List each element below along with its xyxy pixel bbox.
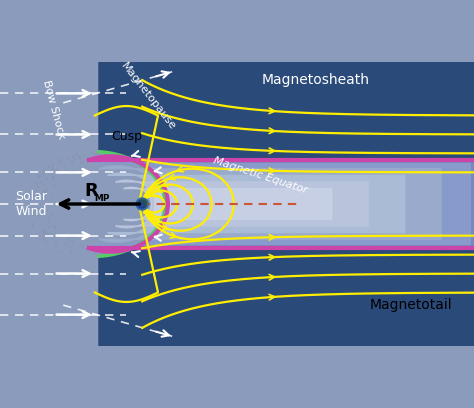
Polygon shape [108,173,405,235]
Polygon shape [89,156,474,252]
Polygon shape [124,187,332,221]
Text: $\mathbf{_{MP}}$: $\mathbf{_{MP}}$ [94,191,111,204]
Polygon shape [0,46,165,362]
Text: Magnetic Equator: Magnetic Equator [212,155,309,195]
Polygon shape [99,46,474,362]
Text: Bow Shock: Bow Shock [41,79,66,140]
Polygon shape [93,160,470,248]
Text: Magnetopause: Magnetopause [119,61,178,132]
Circle shape [137,198,148,210]
Text: Magnetosheath: Magnetosheath [262,73,370,87]
Text: Magnetotail: Magnetotail [370,298,452,312]
Text: Solar
Wind: Solar Wind [16,190,47,218]
Circle shape [138,202,144,208]
Circle shape [140,200,147,206]
Text: $\mathbf{R}$: $\mathbf{R}$ [84,182,100,200]
Polygon shape [116,180,368,228]
Polygon shape [100,166,441,242]
Text: Cusp: Cusp [111,130,142,142]
